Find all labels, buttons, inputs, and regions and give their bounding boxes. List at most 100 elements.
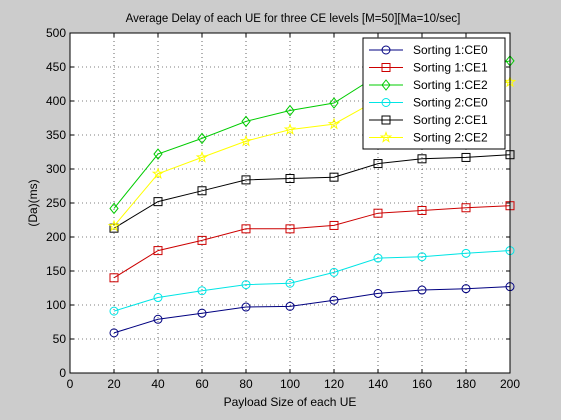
data-point xyxy=(373,253,383,263)
data-point xyxy=(241,175,251,185)
data-point xyxy=(327,117,341,130)
legend-box xyxy=(362,37,506,150)
data-point xyxy=(417,285,427,295)
data-point xyxy=(417,205,427,215)
legend-label: Sorting 2:CE0 xyxy=(413,96,488,110)
y-tick-label: 0 xyxy=(59,366,66,380)
legend-entry: Sorting 1:CE2 xyxy=(369,78,488,92)
data-point xyxy=(329,97,339,109)
axis-ticks: 0 20 40 60 80 100 120 140 160 180 200 0 50 100 150 200 2… xyxy=(46,26,520,391)
legend-label: Sorting 1:CE1 xyxy=(413,61,488,75)
legend-entry: Sorting 1:CE0 xyxy=(369,43,488,57)
series-1 xyxy=(109,201,515,283)
legend-entry: Sorting 2:CE1 xyxy=(369,113,488,127)
x-tick-label: 80 xyxy=(239,377,253,391)
data-point xyxy=(197,308,207,318)
series-4 xyxy=(109,150,515,233)
data-point xyxy=(197,132,207,145)
data-point xyxy=(153,314,163,324)
data-point xyxy=(373,288,383,298)
y-tick-label: 250 xyxy=(46,196,66,210)
legend-entry: Sorting 2:CE0 xyxy=(369,96,488,110)
y-tick-label: 400 xyxy=(46,94,66,108)
x-tick-label: 180 xyxy=(456,377,476,391)
legend-entry: Sorting 2:CE2 xyxy=(369,131,488,145)
legend-marker xyxy=(381,79,391,91)
data-point xyxy=(153,293,163,303)
data-point xyxy=(461,203,471,213)
series-line xyxy=(113,286,511,334)
legend-marker xyxy=(381,115,391,125)
data-point xyxy=(239,134,253,147)
data-point xyxy=(109,306,119,316)
data-point xyxy=(285,301,295,311)
data-point xyxy=(285,104,295,117)
y-axis-label: (Da)(ms) xyxy=(26,179,40,226)
series-0 xyxy=(109,282,515,338)
data-point xyxy=(461,152,471,162)
x-tick-label: 100 xyxy=(280,377,300,391)
legend-marker xyxy=(381,45,391,55)
data-point xyxy=(107,219,121,232)
data-point xyxy=(197,186,207,196)
series-line xyxy=(113,154,511,229)
x-tick-label: 140 xyxy=(368,377,388,391)
data-point xyxy=(461,284,471,294)
x-tick-label: 60 xyxy=(195,377,209,391)
y-tick-label: 500 xyxy=(46,26,66,40)
data-point xyxy=(153,246,163,256)
data-point xyxy=(417,252,427,262)
chart-title: Average Delay of each UE for three CE le… xyxy=(126,13,461,25)
data-point xyxy=(329,295,339,305)
data-point xyxy=(329,172,339,182)
series-line xyxy=(113,250,511,312)
data-point xyxy=(285,224,295,234)
legend-label: Sorting 1:CE2 xyxy=(413,78,488,92)
y-tick-label: 150 xyxy=(46,264,66,278)
y-tick-label: 350 xyxy=(46,128,66,142)
data-point xyxy=(373,208,383,218)
legend-marker xyxy=(381,63,391,72)
x-tick-label: 0 xyxy=(67,377,74,391)
legend-marker xyxy=(379,130,393,143)
data-point xyxy=(373,159,383,169)
x-tick-label: 200 xyxy=(500,377,520,391)
x-tick-label: 40 xyxy=(151,377,165,391)
data-point xyxy=(109,328,119,338)
x-tick-label: 120 xyxy=(324,377,344,391)
x-tick-label: 20 xyxy=(107,377,121,391)
data-point xyxy=(153,197,163,207)
data-point xyxy=(153,148,163,160)
legend-marker xyxy=(381,98,391,107)
y-tick-label: 50 xyxy=(53,332,67,346)
data-point xyxy=(285,174,295,184)
data-point xyxy=(241,302,251,312)
legend-entry: Sorting 1:CE1 xyxy=(369,61,488,75)
legend: Sorting 1:CE0 Sorting 1:CE1 Sorting 1:CE2 S… xyxy=(362,37,506,150)
data-point xyxy=(109,273,119,283)
data-point xyxy=(283,123,297,135)
data-point xyxy=(197,286,207,296)
legend-label: Sorting 2:CE2 xyxy=(413,131,488,145)
data-point xyxy=(241,115,251,128)
legend-label: Sorting 2:CE1 xyxy=(413,113,488,127)
y-tick-label: 450 xyxy=(46,60,66,74)
plot-border xyxy=(69,32,511,374)
data-point xyxy=(195,150,209,163)
data-point xyxy=(329,220,339,230)
legend-label: Sorting 1:CE0 xyxy=(413,43,488,57)
data-point xyxy=(109,202,119,215)
y-tick-label: 200 xyxy=(46,230,66,244)
x-axis-label: Payload Size of each UE xyxy=(224,395,357,409)
data-point xyxy=(417,154,427,164)
data-point xyxy=(461,248,471,258)
data-point xyxy=(329,267,339,277)
y-tick-label: 300 xyxy=(46,162,66,176)
data-point xyxy=(151,167,165,180)
y-tick-label: 100 xyxy=(46,298,66,312)
data-point xyxy=(241,224,251,234)
data-point xyxy=(285,278,295,288)
data-point xyxy=(197,235,207,245)
x-tick-label: 160 xyxy=(412,377,432,391)
